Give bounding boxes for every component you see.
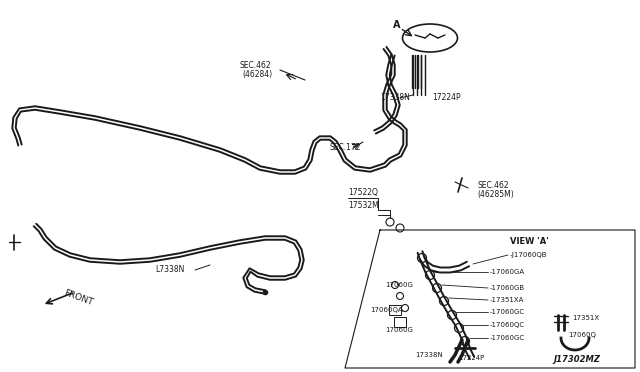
Text: -J17060QB: -J17060QB — [510, 252, 547, 258]
Bar — [389, 305, 401, 315]
Text: -17060QC: -17060QC — [490, 322, 525, 328]
Text: FRONT: FRONT — [62, 289, 93, 307]
Text: 17522Q: 17522Q — [348, 189, 378, 198]
Text: -17060GC: -17060GC — [490, 309, 525, 315]
Text: A: A — [393, 20, 401, 30]
Text: VIEW 'A': VIEW 'A' — [510, 237, 548, 247]
Text: 17338N: 17338N — [380, 93, 410, 103]
Text: 17060G: 17060G — [385, 282, 413, 288]
Circle shape — [426, 270, 435, 279]
Text: -17060GA: -17060GA — [490, 269, 525, 275]
Text: 17060G: 17060G — [385, 327, 413, 333]
Text: -17060GC: -17060GC — [490, 335, 525, 341]
Text: J17302MZ: J17302MZ — [553, 356, 600, 365]
Bar — [394, 317, 406, 327]
Text: (46285M): (46285M) — [477, 190, 514, 199]
Circle shape — [417, 253, 426, 263]
Circle shape — [454, 324, 463, 333]
Text: 17060QA: 17060QA — [370, 307, 403, 313]
Text: 17532M: 17532M — [348, 201, 379, 209]
Circle shape — [440, 296, 449, 305]
Text: L7338N: L7338N — [155, 266, 184, 275]
Text: 17224P: 17224P — [432, 93, 461, 103]
Text: -17060GB: -17060GB — [490, 285, 525, 291]
Text: SEC.462: SEC.462 — [477, 180, 509, 189]
Circle shape — [433, 283, 442, 292]
Text: 17351X: 17351X — [572, 315, 599, 321]
Text: 17224P: 17224P — [458, 355, 484, 361]
Text: (46284): (46284) — [242, 71, 272, 80]
Circle shape — [447, 311, 456, 320]
Text: SEC.172: SEC.172 — [330, 144, 362, 153]
Text: 17338N: 17338N — [415, 352, 443, 358]
Text: -17351XA: -17351XA — [490, 297, 524, 303]
Text: 17060Q: 17060Q — [568, 332, 596, 338]
Text: SEC.462: SEC.462 — [240, 61, 271, 70]
Circle shape — [461, 337, 470, 346]
